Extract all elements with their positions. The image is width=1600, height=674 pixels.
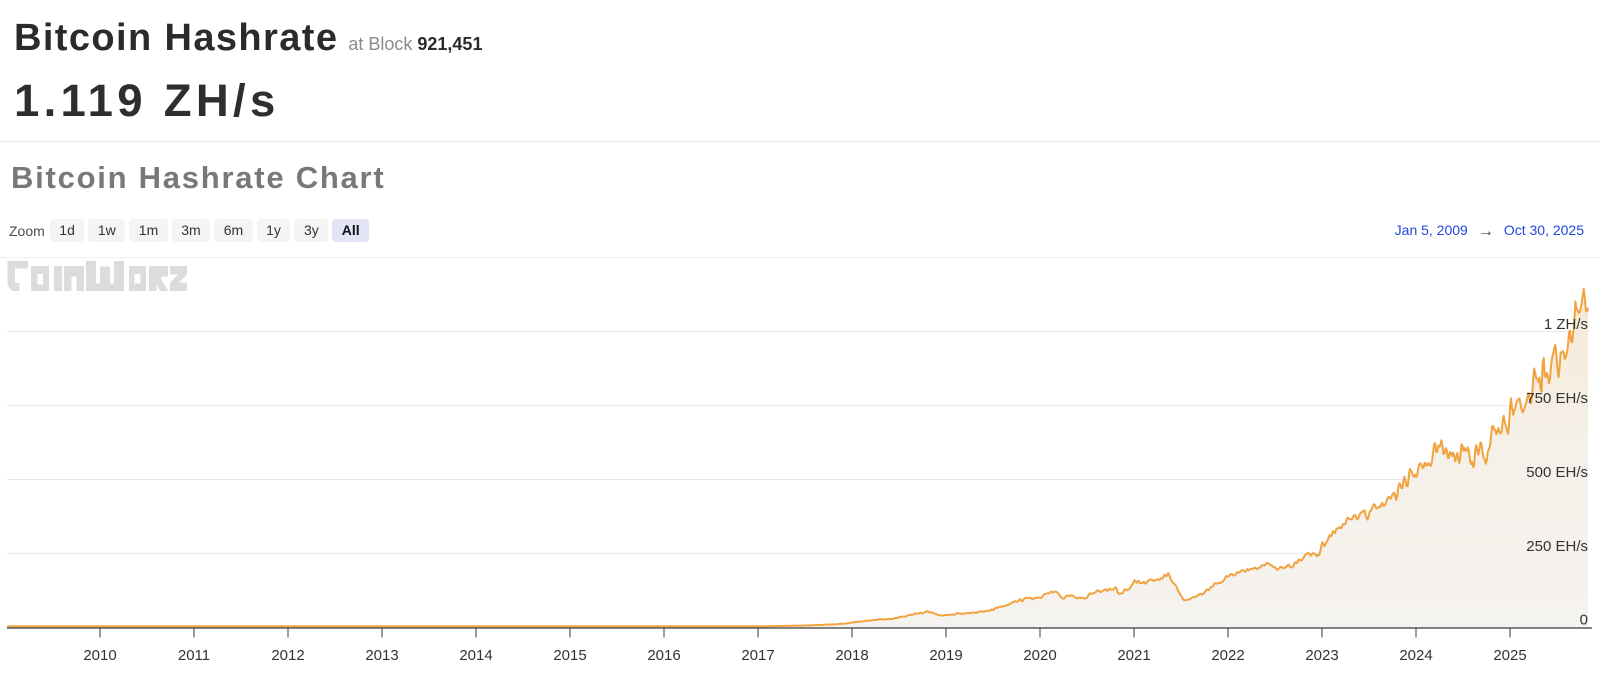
svg-text:750 EH/s: 750 EH/s bbox=[1526, 390, 1588, 407]
svg-text:2015: 2015 bbox=[553, 647, 586, 664]
svg-text:2021: 2021 bbox=[1117, 647, 1150, 664]
svg-text:2025: 2025 bbox=[1493, 647, 1526, 664]
svg-text:2018: 2018 bbox=[835, 647, 868, 664]
svg-text:2023: 2023 bbox=[1305, 647, 1338, 664]
svg-text:2020: 2020 bbox=[1023, 647, 1056, 664]
svg-text:2024: 2024 bbox=[1399, 647, 1432, 664]
svg-text:2010: 2010 bbox=[83, 647, 116, 664]
svg-text:2016: 2016 bbox=[647, 647, 680, 664]
svg-text:250 EH/s: 250 EH/s bbox=[1526, 538, 1588, 555]
svg-text:2014: 2014 bbox=[459, 647, 492, 664]
svg-text:2011: 2011 bbox=[178, 647, 210, 664]
svg-text:2019: 2019 bbox=[929, 647, 962, 664]
svg-text:500 EH/s: 500 EH/s bbox=[1526, 464, 1588, 481]
svg-text:2022: 2022 bbox=[1211, 647, 1244, 664]
svg-text:1 ZH/s: 1 ZH/s bbox=[1544, 316, 1588, 333]
svg-text:2017: 2017 bbox=[741, 647, 774, 664]
svg-text:2013: 2013 bbox=[365, 647, 398, 664]
svg-text:2012: 2012 bbox=[271, 647, 304, 664]
svg-text:0: 0 bbox=[1580, 612, 1588, 629]
